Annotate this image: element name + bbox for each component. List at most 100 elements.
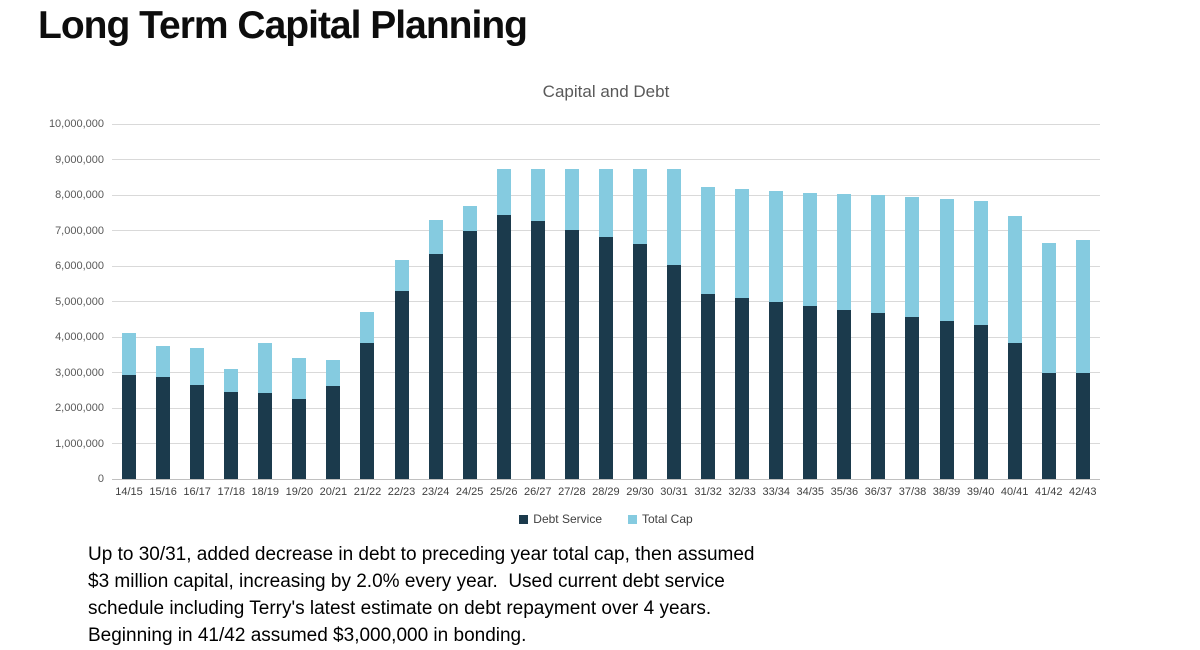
chart-title: Capital and Debt	[542, 82, 670, 101]
legend-item-debt-service: Debt Service	[519, 512, 602, 526]
bar-segment-total-cap	[564, 169, 579, 230]
bar-stack	[326, 359, 341, 479]
bar-column-19/20	[282, 124, 316, 479]
bar-stack	[939, 198, 954, 479]
bar-segment-total-cap	[905, 197, 920, 318]
x-axis-label-17-18: 17/18	[217, 486, 245, 498]
bar-stack	[428, 219, 443, 479]
x-axis-label-42-43: 42/43	[1069, 486, 1097, 498]
x-axis-label-31-32: 31/32	[694, 486, 722, 498]
footer-note: Up to 30/31, added decrease in debt to p…	[88, 541, 755, 649]
bar-segment-total-cap	[871, 195, 886, 313]
bar-segment-total-cap	[530, 169, 545, 221]
bar-column-16/17	[180, 124, 214, 479]
bar-segment-debt-service	[156, 377, 171, 479]
bar-segment-debt-service	[292, 398, 307, 479]
bar-segment-debt-service	[122, 375, 137, 479]
x-axis-label-27-28: 27/28	[558, 486, 586, 498]
bar-column-38/39	[930, 124, 964, 479]
bar-segment-total-cap	[735, 189, 750, 298]
x-axis-label-24-25: 24/25	[455, 486, 484, 498]
bar-stack	[803, 192, 818, 479]
bar-segment-total-cap	[973, 200, 988, 326]
bar-segment-debt-service	[360, 343, 375, 479]
bar-segment-total-cap	[496, 169, 511, 215]
x-axis-label-39-40: 39/40	[966, 486, 995, 498]
bar-column-30/31	[657, 124, 691, 479]
bar-stack	[360, 312, 375, 479]
bar-segment-debt-service	[632, 244, 647, 479]
bar-segment-total-cap	[156, 345, 171, 378]
bar-segment-total-cap	[224, 369, 239, 393]
bar-stack	[632, 169, 647, 479]
bar-column-14/15	[112, 124, 146, 479]
bar-stack	[667, 169, 682, 479]
gridline-10000000	[112, 123, 1100, 125]
bar-segment-debt-service	[973, 325, 988, 479]
bar-segment-debt-service	[1075, 372, 1090, 479]
bar-column-36/37	[861, 124, 895, 479]
bar-stack	[224, 369, 239, 479]
bar-stack	[837, 194, 852, 479]
footer-text-line: schedule including Terry's latest estima…	[88, 598, 712, 619]
bar-segment-debt-service	[496, 214, 511, 479]
bar-segment-debt-service	[905, 317, 920, 479]
footer-text-line: Beginning in 41/42 assumed $3,000,000 in…	[88, 625, 527, 646]
x-axis-label-38-39: 38/39	[932, 486, 961, 498]
bar-segment-debt-service	[564, 229, 579, 479]
bar-stack	[973, 200, 988, 479]
y-axis-label: 4,000,000	[55, 331, 104, 343]
page-title: Long Term Capital Planning	[38, 4, 528, 47]
bar-segment-total-cap	[292, 357, 307, 399]
bar-segment-debt-service	[326, 386, 341, 479]
x-axis-label-35-36: 35/36	[830, 486, 859, 498]
bar-segment-total-cap	[394, 259, 409, 291]
bar-stack	[735, 189, 750, 479]
bar-segment-total-cap	[360, 312, 375, 344]
x-axis-label-21-22: 21/22	[353, 486, 382, 498]
x-axis-label-26-27: 26/27	[524, 486, 552, 498]
x-axis-label-29-30: 29/30	[626, 486, 654, 498]
bar-segment-total-cap	[803, 192, 818, 306]
bar-stack	[871, 195, 886, 479]
bar-column-20/21	[316, 124, 350, 479]
bar-stack	[769, 191, 784, 479]
y-axis-label: 2,000,000	[55, 402, 104, 414]
bar-column-29/30	[623, 124, 657, 479]
bar-column-22/23	[385, 124, 419, 479]
bars-container	[112, 124, 1100, 479]
y-axis-label: 3,000,000	[55, 366, 104, 379]
bar-segment-total-cap	[462, 206, 477, 231]
bar-segment-debt-service	[462, 230, 477, 479]
x-axis-label-30-31: 30/31	[660, 486, 688, 498]
bar-column-27/28	[555, 124, 589, 479]
bar-segment-debt-service	[701, 293, 716, 479]
x-axis-label-22-23: 22/23	[387, 486, 416, 498]
bar-column-17/18	[214, 124, 248, 479]
gridline-9000000	[112, 159, 1100, 160]
bar-column-26/27	[521, 124, 555, 479]
y-axis: 0 1,000,000 2,000,000 3,000,000 4,000,000 5,0…	[0, 118, 104, 485]
legend-item-total-cap: Total Cap	[628, 512, 693, 526]
bar-segment-debt-service	[939, 321, 954, 479]
bar-segment-debt-service	[428, 253, 443, 479]
bar-segment-total-cap	[769, 191, 784, 302]
bar-stack	[564, 169, 579, 479]
x-axis-label-18-19: 18/19	[251, 486, 280, 498]
bar-segment-debt-service	[735, 297, 750, 479]
bar-stack	[394, 259, 409, 479]
gridline-0	[112, 478, 1100, 480]
bar-segment-debt-service	[667, 264, 682, 479]
footer-text-line: $3 million capital, increasing by 2.0% e…	[88, 571, 725, 592]
x-axis-label-19-20: 19/20	[285, 486, 314, 498]
bar-stack	[292, 357, 307, 479]
bar-segment-debt-service	[598, 237, 613, 479]
bar-segment-total-cap	[837, 194, 852, 310]
bar-segment-debt-service	[224, 392, 239, 479]
bar-stack	[701, 187, 716, 479]
bar-segment-total-cap	[701, 187, 716, 294]
x-axis-label-25-26: 25/26	[489, 486, 518, 498]
bar-stack	[530, 169, 545, 479]
y-axis-label: 9,000,000	[55, 153, 104, 166]
bar-segment-total-cap	[428, 219, 443, 254]
